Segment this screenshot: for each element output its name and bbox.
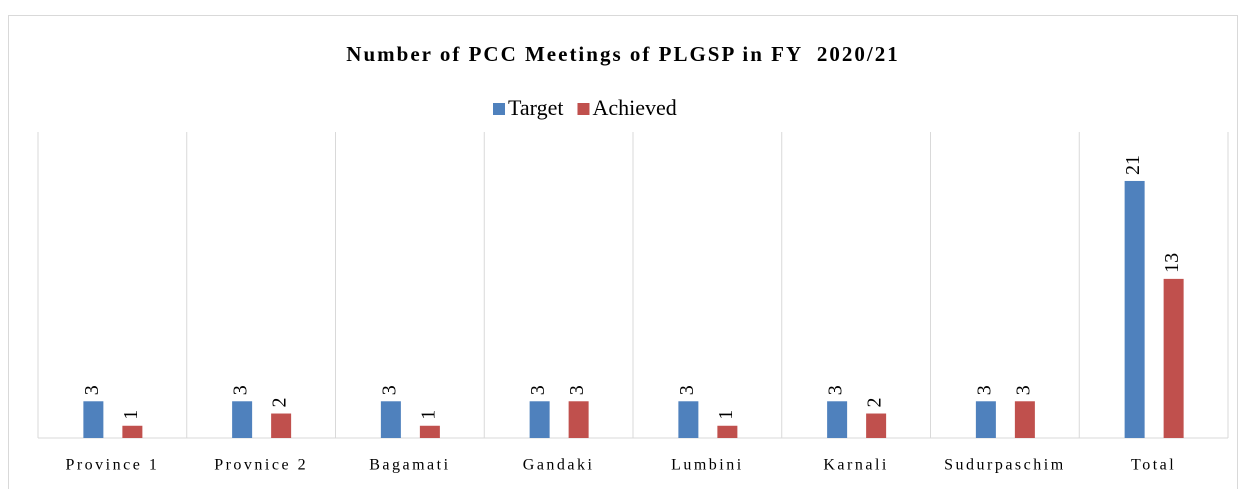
bar: [1163, 278, 1184, 438]
data-label: 3: [81, 385, 103, 395]
data-label: 1: [417, 410, 439, 420]
x-tick-label: Karnali: [823, 457, 888, 474]
bar: [568, 401, 589, 438]
bar: [380, 401, 401, 438]
data-label: 3: [230, 385, 252, 395]
bar: [1014, 401, 1035, 438]
data-label: 2: [269, 398, 291, 408]
bar: [122, 425, 143, 438]
x-tick-label: Provnice 2: [214, 457, 308, 474]
chart-title: Number of PCC Meetings of PLGSP in FY 20…: [346, 42, 899, 66]
data-label: 21: [1122, 155, 1144, 175]
data-label: 1: [120, 410, 142, 420]
data-label: 3: [566, 385, 588, 395]
bar: [717, 425, 738, 438]
bar: [419, 425, 440, 438]
x-tick-label: Province 1: [65, 457, 159, 474]
bar: [271, 413, 292, 438]
data-label: 13: [1161, 253, 1183, 273]
data-label: 3: [378, 385, 400, 395]
data-label: 1: [715, 410, 737, 420]
legend-label: Achieved: [592, 95, 676, 120]
data-label: 2: [864, 398, 886, 408]
legend-swatch: [577, 103, 590, 115]
data-label: 3: [676, 385, 698, 395]
bar: [1124, 180, 1145, 438]
bar: [975, 401, 996, 438]
legend-label: Target: [508, 95, 563, 120]
x-tick-label: Total: [1131, 457, 1176, 474]
data-label: 3: [527, 385, 549, 395]
bar: [232, 401, 253, 438]
bar: [678, 401, 699, 438]
x-tick-label: Bagamati: [369, 457, 450, 474]
chart-border: [8, 15, 1238, 489]
x-tick-label: Lumbini: [671, 457, 744, 474]
x-tick-label: Sudurpaschim: [944, 457, 1066, 474]
bar: [83, 401, 104, 438]
data-label: 3: [1012, 385, 1034, 395]
bar: [866, 413, 887, 438]
data-label: 3: [973, 385, 995, 395]
legend-swatch: [493, 103, 505, 115]
x-tick-label: Gandaki: [523, 457, 595, 474]
data-label: 3: [825, 385, 847, 395]
bar: [529, 401, 550, 438]
bar: [827, 401, 848, 438]
